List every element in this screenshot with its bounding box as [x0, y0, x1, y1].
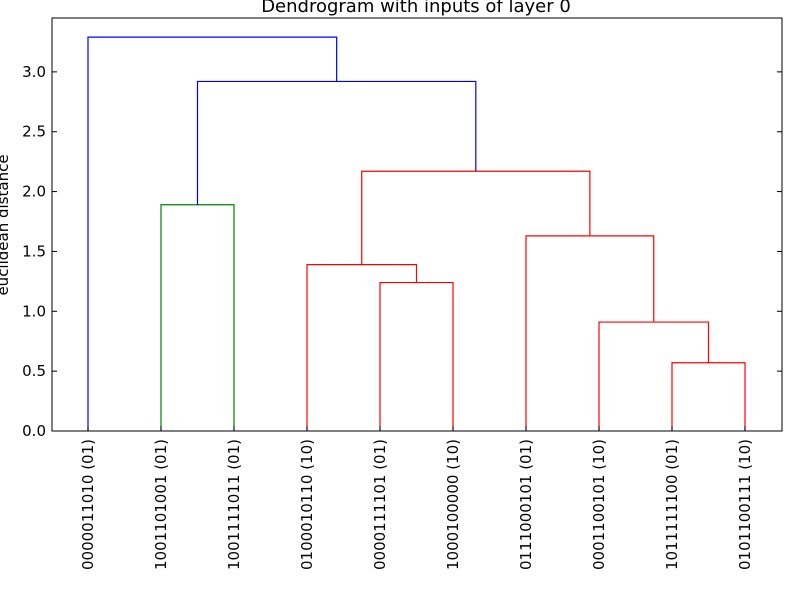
leaf-label: 0000011010 (01): [79, 439, 97, 570]
y-tick-label: 1.0: [22, 302, 46, 320]
y-tick-label: 0.5: [22, 362, 46, 380]
leaf-label: 1001101001 (01): [152, 439, 170, 570]
dendrogram-link-1: [598, 321, 710, 431]
chart-title: Dendrogram with inputs of layer 0: [261, 0, 571, 17]
y-axis-label: euclidean distance: [0, 154, 12, 295]
leaf-label: 1001111011 (01): [225, 439, 243, 570]
leaf-label: 0111000101 (01): [517, 439, 535, 570]
leaf-label: 0101100111 (10): [736, 439, 754, 570]
dendrogram-link-8: [87, 36, 338, 431]
leaf-label: 1000100000 (10): [444, 439, 462, 570]
dendrogram-link-4: [525, 235, 655, 431]
dendrogram-link-2: [379, 281, 454, 431]
y-tick-label: 2.0: [22, 183, 46, 201]
x-axis: 0000011010 (01) 1001101001 (01) 1001111011…: [79, 426, 754, 570]
leaf-label: 1011111100 (01): [663, 439, 681, 570]
y-tick-label: 2.5: [22, 123, 46, 141]
leaf-label: 0100010110 (10): [298, 439, 316, 570]
dendrogram-link-0: [671, 362, 746, 431]
plot-frame: [51, 17, 783, 432]
leaf-label: 0001100101 (10): [590, 439, 608, 570]
y-tick-label: 1.5: [22, 242, 46, 260]
leaf-label: 0000111101 (01): [371, 439, 389, 570]
y-tick-label: 3.0: [22, 63, 46, 81]
dendrogram-link-5: [160, 204, 235, 431]
y-axis: 0.0 0.5 1.0 1.5 2.0 2.5 3.0: [22, 63, 782, 440]
dendrogram-link-6: [361, 170, 591, 265]
dendrogram-link-3: [306, 264, 418, 431]
y-tick-label: 0.0: [22, 422, 46, 440]
dendrogram-link-7: [196, 80, 477, 205]
dendrogram-links: [87, 36, 746, 431]
